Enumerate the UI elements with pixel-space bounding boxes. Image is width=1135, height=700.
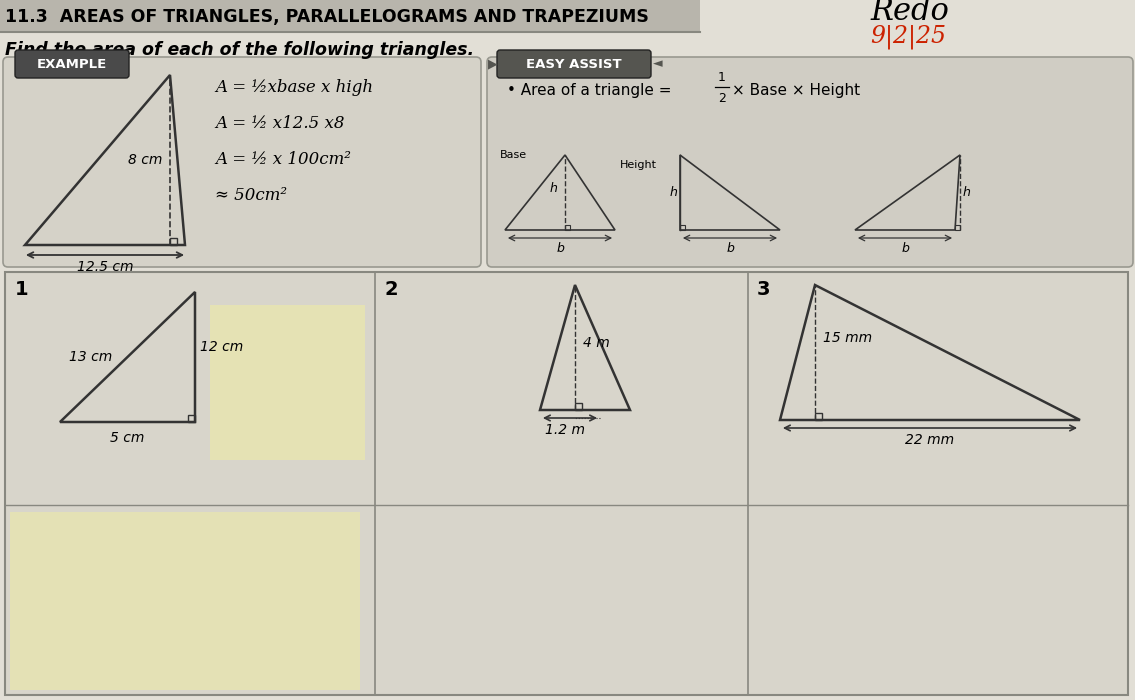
Text: Redo: Redo — [871, 0, 949, 27]
Text: 12 cm: 12 cm — [200, 340, 243, 354]
Text: • Area of a triangle =: • Area of a triangle = — [507, 83, 676, 97]
FancyBboxPatch shape — [0, 0, 700, 32]
Text: 5 cm: 5 cm — [110, 431, 144, 445]
Text: 22 mm: 22 mm — [906, 433, 955, 447]
Text: Height: Height — [620, 160, 657, 170]
Text: 1.2 m: 1.2 m — [545, 423, 585, 437]
Text: A = ½xbase x high: A = ½xbase x high — [215, 80, 373, 97]
Text: 11.3  AREAS OF TRIANGLES, PARALLELOGRAMS AND TRAPEZIUMS: 11.3 AREAS OF TRIANGLES, PARALLELOGRAMS … — [5, 8, 649, 26]
Text: × Base × Height: × Base × Height — [732, 83, 860, 97]
Text: 8 cm: 8 cm — [127, 153, 162, 167]
Text: b: b — [556, 241, 564, 255]
Text: 3: 3 — [757, 280, 771, 299]
FancyBboxPatch shape — [497, 50, 651, 78]
FancyBboxPatch shape — [3, 57, 481, 267]
Text: EXAMPLE: EXAMPLE — [36, 57, 107, 71]
Text: A = ½ x12.5 x8: A = ½ x12.5 x8 — [215, 116, 345, 132]
Text: ◄: ◄ — [653, 57, 663, 71]
Text: 4 m: 4 m — [583, 336, 609, 350]
Text: A = ½ x 100cm²: A = ½ x 100cm² — [215, 151, 351, 169]
Text: 15 mm: 15 mm — [823, 331, 872, 345]
FancyBboxPatch shape — [487, 57, 1133, 267]
Text: 1: 1 — [15, 280, 28, 299]
Text: h: h — [962, 186, 970, 200]
Text: b: b — [901, 241, 909, 255]
Text: Find the area of each of the following triangles.: Find the area of each of the following t… — [5, 41, 474, 59]
Text: 12.5 cm: 12.5 cm — [77, 260, 133, 274]
Text: 2: 2 — [718, 92, 726, 105]
FancyBboxPatch shape — [15, 50, 129, 78]
Text: ≈ 50cm²: ≈ 50cm² — [215, 188, 287, 204]
Text: EASY ASSIST: EASY ASSIST — [527, 57, 622, 71]
Text: h: h — [670, 186, 676, 200]
FancyBboxPatch shape — [10, 512, 360, 690]
Text: Base: Base — [501, 150, 527, 160]
Text: 1: 1 — [718, 71, 726, 84]
Text: 13 cm: 13 cm — [69, 350, 112, 364]
Text: b: b — [726, 241, 734, 255]
Text: ▶: ▶ — [488, 57, 498, 71]
FancyBboxPatch shape — [210, 305, 365, 460]
Text: 9|2|25: 9|2|25 — [871, 25, 945, 49]
FancyBboxPatch shape — [5, 272, 1128, 695]
Text: h: h — [549, 181, 557, 195]
Text: 2: 2 — [384, 280, 397, 299]
